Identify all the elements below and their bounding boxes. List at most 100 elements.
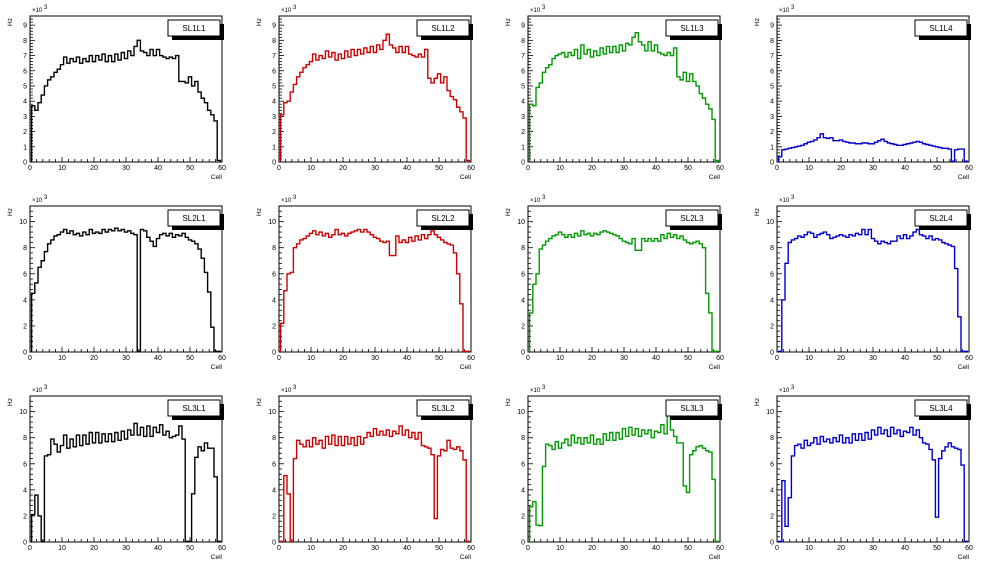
y-tick-label: 10 bbox=[19, 219, 27, 226]
plot-panel-sl3l2[interactable]: 0 10 20 30 40 50 60 0 2 4 6 8 10 ×10 3 Hz Cell SL3L2 bbox=[249, 380, 498, 572]
legend-box[interactable] bbox=[914, 399, 968, 417]
x-tick-label: 30 bbox=[620, 355, 628, 362]
y-axis-exponent: ×10 bbox=[779, 198, 790, 204]
y-axis-exponent-power: 3 bbox=[44, 385, 48, 391]
y-tick-label: 1 bbox=[23, 144, 27, 151]
plot-panel-sl2l1[interactable]: 0 10 20 30 40 50 60 0 2 4 6 8 10 ×10 3 Hz Cell SL2L1 bbox=[0, 190, 249, 380]
x-tick-label: 40 bbox=[403, 545, 411, 552]
y-tick-label: 2 bbox=[23, 129, 27, 136]
legend-box[interactable] bbox=[167, 19, 221, 37]
plot-svg: 0 10 20 30 40 50 60 0 2 4 6 8 10 ×10 3 Hz Cell SL2L1 bbox=[7, 195, 226, 371]
x-tick-label: 20 bbox=[837, 355, 845, 362]
x-tick-label: 60 bbox=[965, 165, 973, 172]
plot-panel-sl2l3[interactable]: 0 10 20 30 40 50 60 0 2 4 6 8 10 ×10 3 Hz Cell SL2L3 bbox=[498, 190, 747, 380]
x-tick-label: 60 bbox=[716, 355, 724, 362]
x-tick-label: 60 bbox=[467, 165, 475, 172]
x-tick-label: 50 bbox=[684, 545, 692, 552]
y-tick-label: 2 bbox=[23, 513, 27, 520]
y-tick-label: 2 bbox=[272, 513, 276, 520]
y-tick-label: 4 bbox=[770, 487, 774, 494]
x-tick-label: 0 bbox=[526, 165, 530, 172]
y-tick-label: 8 bbox=[23, 435, 27, 442]
legend-box[interactable] bbox=[416, 19, 470, 37]
x-tick-label: 30 bbox=[122, 545, 130, 552]
plot-svg: 0 10 20 30 40 50 60 0 2 4 6 8 10 ×10 3 Hz Cell SL2L2 bbox=[256, 195, 475, 371]
legend-box[interactable] bbox=[167, 399, 221, 417]
x-tick-label: 50 bbox=[186, 545, 194, 552]
plot-panel-sl2l2[interactable]: 0 10 20 30 40 50 60 0 2 4 6 8 10 ×10 3 Hz Cell SL2L2 bbox=[249, 190, 498, 380]
legend-box[interactable] bbox=[416, 399, 470, 417]
y-tick-label: 0 bbox=[521, 350, 525, 357]
plot-panel-sl3l1[interactable]: 0 10 20 30 40 50 60 0 2 4 6 8 10 ×10 3 Hz Cell SL3L1 bbox=[0, 380, 249, 572]
y-axis-title: Hz bbox=[505, 18, 512, 26]
y-tick-label: 4 bbox=[521, 487, 525, 494]
plot-panel-sl1l1[interactable]: 0 10 20 30 40 50 60 0 1 2 3 4 5 6 7 8 9 ×10 3 Hz Cell SL1L1 bbox=[0, 0, 249, 190]
y-axis-exponent-power: 3 bbox=[542, 385, 546, 391]
x-axis-title: Cell bbox=[709, 554, 721, 561]
y-axis-exponent-power: 3 bbox=[791, 195, 795, 201]
x-tick-label: 10 bbox=[307, 355, 315, 362]
y-axis-exponent: ×10 bbox=[530, 388, 541, 394]
y-tick-label: 9 bbox=[521, 23, 525, 30]
plot-panel-sl1l2[interactable]: 0 10 20 30 40 50 60 0 1 2 3 4 5 6 7 8 9 ×10 3 Hz Cell SL1L2 bbox=[249, 0, 498, 190]
y-tick-label: 1 bbox=[521, 144, 525, 151]
y-axis-exponent: ×10 bbox=[32, 388, 43, 394]
y-axis-title: Hz bbox=[754, 18, 761, 26]
histogram-line bbox=[528, 32, 720, 162]
y-axis-exponent-power: 3 bbox=[293, 5, 297, 11]
legend-box[interactable] bbox=[665, 399, 719, 417]
plot-svg: 0 10 20 30 40 50 60 0 2 4 6 8 10 ×10 3 Hz Cell SL3L1 bbox=[7, 385, 226, 561]
plot-panel-sl3l4[interactable]: 0 10 20 30 40 50 60 0 2 4 6 8 10 ×10 3 Hz Cell SL3L4 bbox=[747, 380, 996, 572]
y-tick-label: 4 bbox=[272, 99, 276, 106]
x-tick-label: 30 bbox=[122, 355, 130, 362]
y-tick-label: 3 bbox=[23, 114, 27, 121]
plot-svg: 0 10 20 30 40 50 60 0 2 4 6 8 10 ×10 3 Hz Cell SL2L4 bbox=[754, 195, 973, 371]
legend-box[interactable] bbox=[914, 209, 968, 227]
y-tick-label: 2 bbox=[23, 323, 27, 330]
x-tick-label: 0 bbox=[526, 355, 530, 362]
x-tick-label: 20 bbox=[339, 165, 347, 172]
x-tick-label: 30 bbox=[122, 165, 130, 172]
legend-box[interactable] bbox=[665, 209, 719, 227]
legend-box[interactable] bbox=[416, 209, 470, 227]
y-tick-label: 2 bbox=[770, 323, 774, 330]
legend-box[interactable] bbox=[665, 19, 719, 37]
y-axis-title: Hz bbox=[505, 398, 512, 406]
x-tick-label: 20 bbox=[837, 545, 845, 552]
y-tick-label: 10 bbox=[19, 409, 27, 416]
plot-panel-sl1l3[interactable]: 0 10 20 30 40 50 60 0 1 2 3 4 5 6 7 8 9 ×10 3 Hz Cell SL1L3 bbox=[498, 0, 747, 190]
x-tick-label: 30 bbox=[371, 355, 379, 362]
x-tick-label: 30 bbox=[869, 355, 877, 362]
y-tick-label: 8 bbox=[770, 435, 774, 442]
y-tick-label: 6 bbox=[521, 68, 525, 75]
x-tick-label: 60 bbox=[716, 545, 724, 552]
x-tick-label: 60 bbox=[467, 355, 475, 362]
x-tick-label: 50 bbox=[684, 165, 692, 172]
legend-label: SL2L1 bbox=[182, 214, 206, 223]
y-axis-exponent: ×10 bbox=[530, 198, 541, 204]
y-tick-label: 6 bbox=[272, 68, 276, 75]
y-axis-title: Hz bbox=[256, 18, 263, 26]
y-tick-label: 10 bbox=[268, 219, 276, 226]
plot-panel-sl2l4[interactable]: 0 10 20 30 40 50 60 0 2 4 6 8 10 ×10 3 Hz Cell SL2L4 bbox=[747, 190, 996, 380]
y-tick-label: 6 bbox=[770, 461, 774, 468]
legend-box[interactable] bbox=[167, 209, 221, 227]
x-tick-label: 50 bbox=[684, 355, 692, 362]
y-tick-label: 6 bbox=[770, 68, 774, 75]
y-tick-label: 0 bbox=[272, 540, 276, 547]
x-tick-label: 50 bbox=[186, 165, 194, 172]
y-tick-label: 4 bbox=[521, 297, 525, 304]
x-axis-title: Cell bbox=[211, 174, 223, 181]
x-tick-label: 0 bbox=[277, 165, 281, 172]
plot-panel-sl1l4[interactable]: 0 10 20 30 40 50 60 0 1 2 3 4 5 6 7 8 9 ×10 3 Hz Cell SL1L4 bbox=[747, 0, 996, 190]
x-tick-label: 40 bbox=[652, 355, 660, 362]
y-axis-title: Hz bbox=[505, 208, 512, 216]
legend-box[interactable] bbox=[914, 19, 968, 37]
x-tick-label: 30 bbox=[620, 165, 628, 172]
plot-panel-sl3l3[interactable]: 0 10 20 30 40 50 60 0 2 4 6 8 10 ×10 3 Hz Cell SL3L3 bbox=[498, 380, 747, 572]
